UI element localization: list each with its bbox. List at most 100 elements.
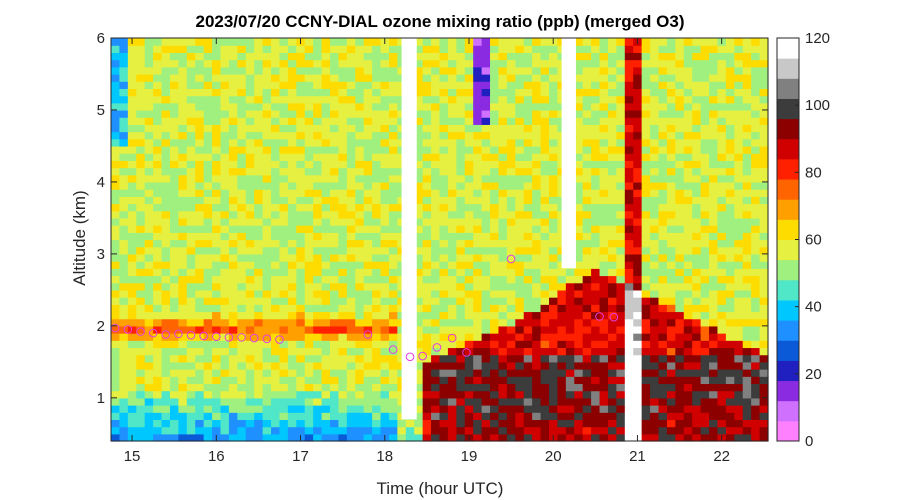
heatmap-cell [658,390,668,399]
heatmap-cell [372,433,382,442]
heatmap-cell [228,383,238,392]
colorbar-segment [777,219,799,240]
heatmap-cell [203,203,213,212]
heatmap-cell [599,124,609,133]
heatmap-cell [591,275,601,284]
heatmap-cell [237,369,247,377]
heatmap-cell [296,347,306,356]
heatmap-cell [717,196,727,205]
heatmap-cell [212,45,222,53]
heatmap-cell [380,95,390,104]
heatmap-cell [456,59,466,68]
heatmap-cell [262,361,272,370]
heatmap-cell [346,109,356,118]
heatmap-cell [296,275,306,284]
heatmap-cell [203,397,213,406]
heatmap-cell [742,397,752,406]
heatmap-cell [523,361,533,370]
heatmap-cell [481,124,491,133]
heatmap-cell [700,73,710,82]
heatmap-cell [591,196,601,205]
heatmap-cell [161,297,171,305]
heatmap-cell [599,354,609,363]
heatmap-cell [144,347,154,356]
heatmap-cell [287,333,297,341]
heatmap-cell [717,124,727,133]
heatmap-cell [254,124,264,133]
heatmap-cell [675,376,685,385]
heatmap-cell [195,304,205,313]
heatmap-cell [549,390,559,399]
heatmap-cell [464,217,474,226]
heatmap-cell [119,145,129,154]
heatmap-cell [422,369,432,377]
heatmap-cell [683,167,693,176]
heatmap-cell [574,232,584,241]
heatmap-cell [296,390,306,399]
heatmap-cell [169,369,179,377]
heatmap-cell [464,145,474,154]
heatmap-cell [658,304,668,313]
heatmap-cell [540,347,550,356]
heatmap-cell [372,73,382,82]
heatmap-cell [287,167,297,176]
heatmap-cell [271,232,281,241]
heatmap-cell [439,369,449,377]
heatmap-cell [313,325,323,334]
heatmap-cell [127,52,137,61]
heatmap-cell [169,275,179,284]
heatmap-cell [363,383,373,392]
heatmap-cell [549,419,559,428]
heatmap-cell [346,181,356,190]
heatmap-cell [532,109,542,118]
heatmap-cell [607,376,617,385]
heatmap-cell [153,189,163,197]
heatmap-cell [591,174,601,183]
heatmap-cell [111,405,121,413]
heatmap-cell [616,239,626,248]
heatmap-cell [447,174,457,183]
heatmap-cell [422,225,432,233]
heatmap-cell [254,311,264,320]
heatmap-cell [153,45,163,53]
heatmap-cell [212,124,222,133]
heatmap-cell [169,45,179,53]
heatmap-cell [734,275,744,284]
heatmap-cell [161,304,171,313]
heatmap-cell [591,102,601,111]
heatmap-cell [709,412,719,421]
heatmap-cell [431,275,441,284]
heatmap-cell [330,354,340,363]
heatmap-cell [296,196,306,205]
heatmap-cell [296,253,306,262]
heatmap-cell [439,203,449,212]
heatmap-cell [330,275,340,284]
heatmap-cell [136,160,146,169]
heatmap-cell [136,189,146,197]
heatmap-cell [666,232,676,241]
heatmap-cell [734,109,744,118]
heatmap-cell [431,102,441,111]
heatmap-cell [666,318,676,327]
heatmap-cell [675,38,685,46]
heatmap-cell [734,390,744,399]
heatmap-cell [144,167,154,176]
heatmap-cell [414,318,424,327]
heatmap-cell [666,88,676,97]
y-tick-label: 1 [97,390,105,407]
heatmap-cell [557,383,567,392]
heatmap-cell [296,318,306,327]
heatmap-cell [431,369,441,377]
heatmap-cell [153,268,163,277]
heatmap-cell [304,210,314,219]
heatmap-cell [346,253,356,262]
heatmap-cell [203,73,213,82]
heatmap-cell [431,81,441,89]
heatmap-cell [144,275,154,284]
heatmap-cell [321,102,331,111]
heatmap-cell [591,397,601,406]
heatmap-cell [742,73,752,82]
heatmap-cell [759,318,769,327]
heatmap-cell [683,289,693,298]
heatmap-cell [498,340,508,349]
